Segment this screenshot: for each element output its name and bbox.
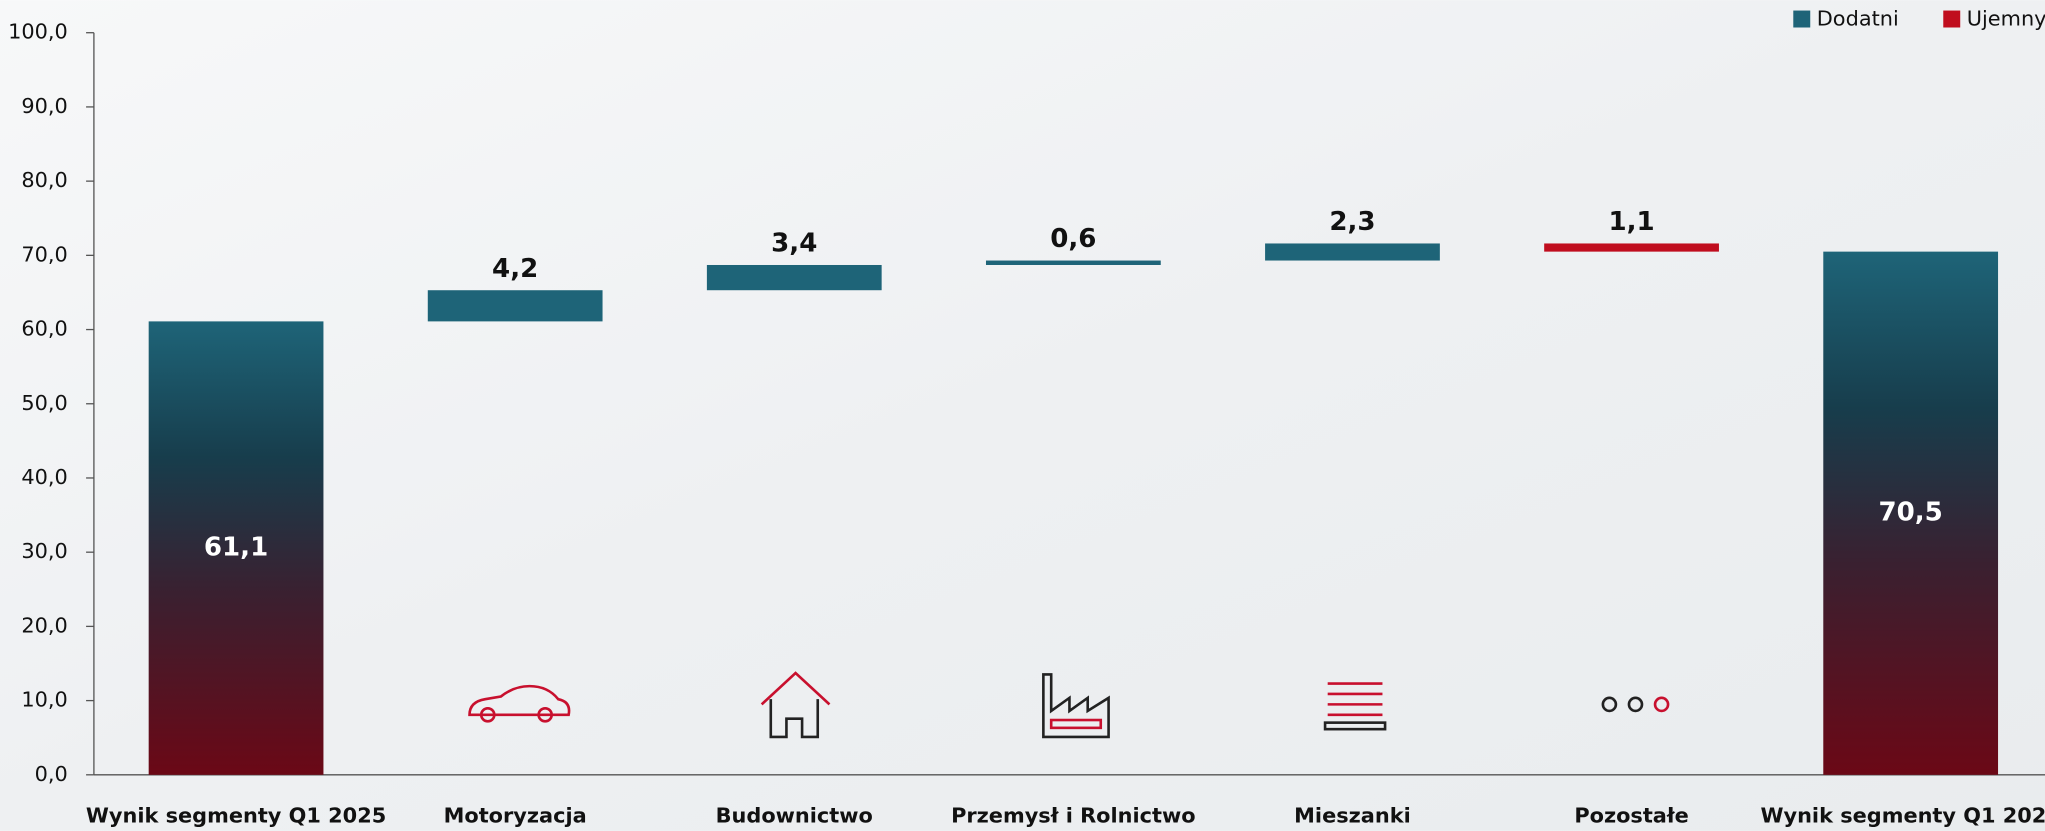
legend-swatch [1943,11,1960,28]
value-label: 61,1 [204,533,268,563]
x-tick-label: Przemysł i Rolnictwo [951,804,1196,828]
y-tick-label: 50,0 [21,391,67,415]
value-label: 4,2 [492,254,538,284]
value-label: 0,6 [1050,224,1096,254]
delta-bar [986,261,1161,265]
legend-label: Ujemny [1967,7,2045,31]
value-label: 3,4 [771,229,817,259]
delta-bar [707,265,882,290]
x-tick-label: Motoryzacja [444,804,587,828]
y-tick-label: 80,0 [21,168,67,192]
legend-label: Dodatni [1817,7,1899,31]
y-tick-label: 90,0 [21,94,67,118]
delta-bar [428,290,603,321]
x-tick-label: Mieszanki [1294,804,1411,828]
x-tick-label: Budownictwo [716,804,873,828]
x-tick-label: Wynik segmenty Q1 2025 [86,804,386,828]
chart: 0,0 10,0 20,0 30,0 40,0 50,0 60,0 70,0 80,0 90,0 1… [0,0,2045,831]
y-tick-label: 0,0 [35,762,68,786]
y-tick-label: 20,0 [21,613,67,637]
x-tick-label: Pozostałe [1574,804,1688,828]
value-label: 1,1 [1608,207,1654,237]
x-tick-label: Wynik segmenty Q1 2026 [1760,804,2045,828]
delta-bar [1265,243,1440,260]
y-tick-label: 30,0 [21,539,67,563]
value-label: 70,5 [1878,498,1942,528]
legend-swatch [1793,11,1810,28]
page: {"chart_data": {"type": "waterfall", "ca… [0,0,2045,831]
y-tick-label: 10,0 [21,688,67,712]
y-tick-label: 100,0 [8,20,68,44]
y-tick-label: 60,0 [21,317,67,341]
y-tick-label: 40,0 [21,465,67,489]
value-label: 2,3 [1329,207,1375,237]
delta-bar [1544,243,1719,251]
y-tick-label: 70,0 [21,242,67,266]
